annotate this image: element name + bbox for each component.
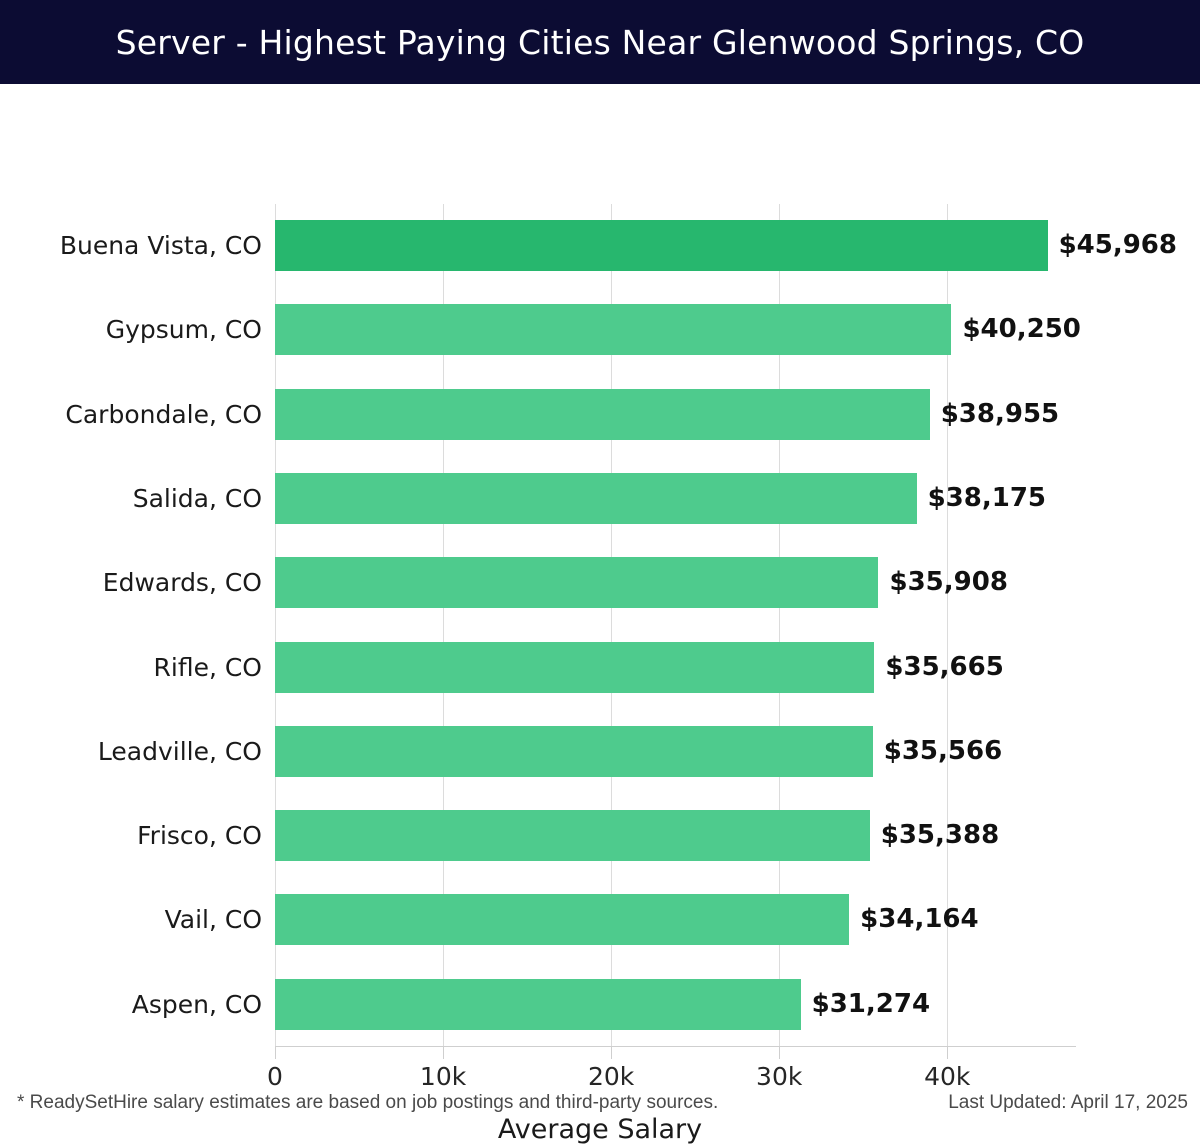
footer-last-updated: Last Updated: April 17, 2025 (948, 1092, 1188, 1113)
x-axis-tick-label: 40k (924, 1062, 971, 1091)
bar-value-label: $38,175 (927, 482, 1047, 513)
bar[interactable] (275, 304, 952, 356)
gridline (779, 204, 781, 1046)
x-axis-tick-label: 0 (267, 1062, 283, 1091)
bar[interactable] (275, 894, 850, 946)
bar-value-label: $35,908 (889, 567, 1008, 598)
bar[interactable] (275, 641, 875, 693)
bar-value-label: $40,250 (962, 314, 1081, 345)
category-label: Frisco, CO (137, 821, 262, 851)
gridline (275, 204, 276, 1046)
bar-row[interactable]: Frisco, CO $35,388 (0, 810, 1200, 862)
bar-row[interactable]: Gypsum, CO $40,250 (0, 304, 1200, 356)
bar-value-label: $34,164 (860, 904, 979, 935)
bar-row[interactable]: Vail, CO $34,164 (0, 894, 1200, 946)
x-axis-line (275, 1046, 1076, 1047)
category-label: Edwards, CO (102, 568, 262, 598)
category-label: Buena Vista, CO (59, 231, 262, 260)
bar[interactable] (275, 978, 801, 1030)
bar-value-label: $38,955 (940, 398, 1060, 429)
x-axis-tick (443, 1046, 445, 1059)
bar-value-label: $31,274 (811, 988, 931, 1019)
x-axis-tick-label: 10k (419, 1062, 467, 1091)
x-axis-tick (779, 1046, 781, 1059)
footer-disclaimer: * ReadySetHire salary estimates are base… (17, 1092, 719, 1113)
gridline (947, 204, 949, 1046)
plot-area (275, 204, 1075, 1046)
bar-value-label: $35,388 (880, 820, 1000, 851)
bar-value-label: $35,566 (883, 735, 1003, 766)
chart-plot-region: Buena Vista, CO $45,968 Gypsum, CO $40,250 C… (0, 84, 1200, 1145)
bar[interactable] (275, 220, 1048, 271)
page-title: Server - Highest Paying Cities Near Glen… (115, 22, 1085, 62)
category-label: Vail, CO (164, 905, 262, 935)
chart-header: Server - Highest Paying Cities Near Glen… (0, 0, 1200, 84)
bar-row[interactable]: Leadville, CO $35,566 (0, 725, 1200, 777)
x-axis-tick (275, 1046, 276, 1059)
x-axis-tick (611, 1046, 613, 1059)
bar[interactable] (275, 557, 879, 609)
bar-row[interactable]: Carbondale, CO $38,955 (0, 388, 1200, 440)
bar-value-label: $35,665 (885, 651, 1004, 682)
gridline (443, 204, 445, 1046)
category-label: Gypsum, CO (105, 315, 262, 345)
category-label: Carbondale, CO (65, 399, 262, 429)
category-label: Rifle, CO (153, 652, 262, 682)
bar-row[interactable]: Rifle, CO $35,665 (0, 641, 1200, 693)
bar[interactable] (275, 810, 870, 862)
category-label: Leadville, CO (97, 736, 262, 766)
x-axis-tick (947, 1046, 949, 1059)
bar[interactable] (275, 472, 917, 524)
bar-value-label: $45,968 (1058, 230, 1177, 260)
chart-footer: * ReadySetHire salary estimates are base… (0, 1092, 1200, 1140)
gridline (611, 204, 613, 1046)
bar-row[interactable]: Buena Vista, CO $45,968 (0, 220, 1200, 271)
bar-row[interactable]: Aspen, CO $31,274 (0, 978, 1200, 1030)
category-label: Salida, CO (132, 483, 262, 513)
x-axis-tick-label: 20k (587, 1062, 635, 1091)
x-axis-tick-label: 30k (756, 1062, 803, 1091)
bar[interactable] (275, 388, 930, 440)
bar-row[interactable]: Salida, CO $38,175 (0, 472, 1200, 524)
bar[interactable] (275, 725, 873, 777)
category-label: Aspen, CO (131, 989, 262, 1019)
bar-row[interactable]: Edwards, CO $35,908 (0, 557, 1200, 609)
